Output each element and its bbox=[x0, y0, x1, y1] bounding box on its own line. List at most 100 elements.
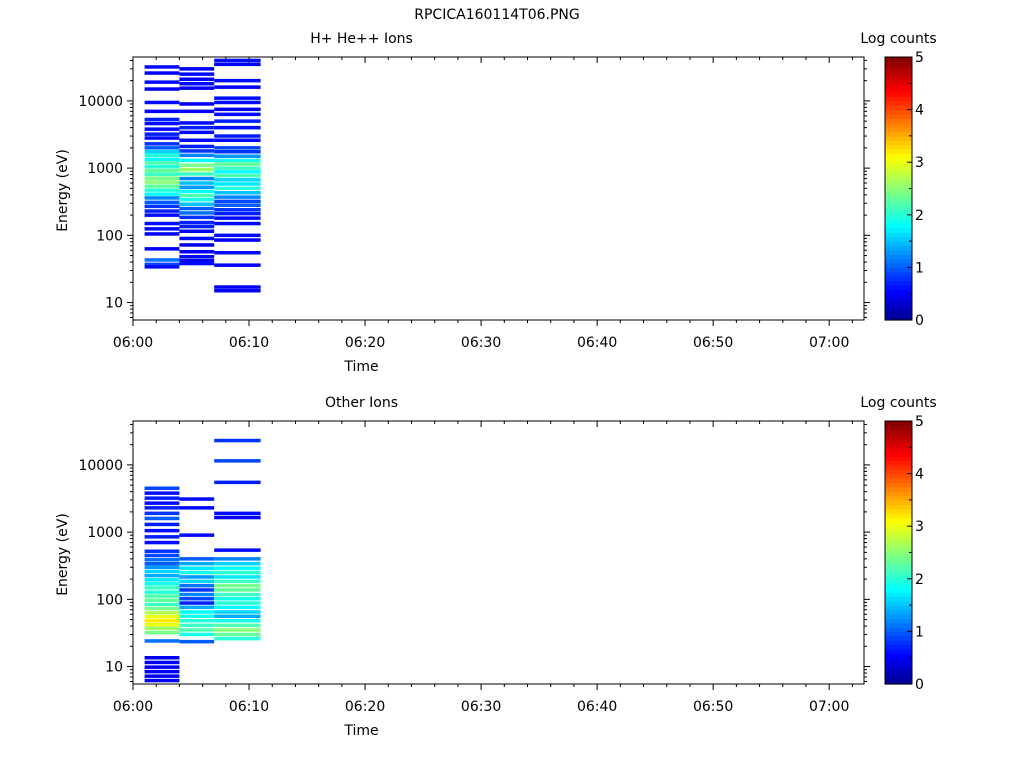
heatmap-cell bbox=[214, 199, 261, 204]
heatmap-cell bbox=[144, 227, 180, 231]
heatmap-cell bbox=[144, 630, 180, 635]
panel-h-he-ions: 06:00 06:10 06:20 06:30 06:40 06:50 07:0010100… bbox=[55, 31, 937, 375]
heatmap-cell bbox=[214, 85, 261, 89]
heatmap-cell bbox=[179, 592, 215, 597]
colorbar-segment bbox=[885, 276, 912, 282]
heatmap-cell bbox=[144, 553, 180, 558]
colorbar-segment bbox=[885, 100, 912, 106]
heatmap-cell bbox=[144, 117, 180, 122]
colorbar-segment bbox=[885, 469, 912, 475]
heatmap-cell bbox=[214, 182, 261, 186]
colorbar-tick-label: 5 bbox=[915, 50, 924, 66]
heatmap-cell bbox=[179, 167, 215, 172]
x-axis-label: Time bbox=[343, 359, 378, 375]
heatmap-cell bbox=[144, 168, 180, 173]
heatmap-cell bbox=[179, 236, 215, 241]
heatmap-cell bbox=[144, 678, 180, 683]
heatmap-cell bbox=[214, 221, 261, 226]
colorbar-segment bbox=[885, 153, 912, 159]
heatmap-cell bbox=[144, 121, 180, 126]
colorbar-segment bbox=[885, 96, 912, 102]
colorbar-segment bbox=[885, 491, 912, 497]
heatmap-cell bbox=[179, 497, 215, 501]
heatmap-cell bbox=[179, 566, 215, 570]
heatmap-cell bbox=[179, 125, 215, 130]
panel-other-ions: 06:00 06:10 06:20 06:30 06:40 06:50 07:0010100… bbox=[55, 395, 937, 739]
colorbar-segment bbox=[885, 421, 912, 426]
y-tick-label: 1000 bbox=[87, 525, 123, 541]
figure-title: RPCICA160114T06.PNG bbox=[414, 7, 579, 23]
heatmap-cell bbox=[179, 614, 215, 618]
colorbar-segment bbox=[885, 258, 912, 264]
heatmap-cell bbox=[179, 506, 215, 510]
colorbar-segment bbox=[885, 210, 912, 216]
heatmap-cell bbox=[144, 594, 180, 598]
heatmap-cell bbox=[179, 102, 215, 106]
heatmap-cell bbox=[214, 557, 261, 561]
colorbar-segment bbox=[885, 530, 912, 536]
colorbar-segment bbox=[885, 578, 912, 584]
heatmap-cell bbox=[214, 597, 261, 601]
heatmap-cell bbox=[179, 570, 215, 575]
colorbar-segment bbox=[885, 65, 912, 71]
heatmap-cell bbox=[214, 636, 261, 641]
colorbar-segment bbox=[885, 570, 912, 576]
colorbar-tick-label: 3 bbox=[915, 155, 924, 171]
colorbar-segment bbox=[885, 118, 912, 124]
y-tick-label: 10000 bbox=[78, 94, 123, 110]
heatmap-cell bbox=[179, 189, 215, 194]
heatmap-cell bbox=[144, 172, 180, 176]
colorbar-segment bbox=[885, 662, 912, 668]
heatmap-cell bbox=[144, 619, 180, 623]
colorbar-segment bbox=[885, 157, 912, 163]
colorbar-label: Log counts bbox=[860, 395, 936, 411]
heatmap-cell bbox=[144, 65, 180, 69]
colorbar-segment bbox=[885, 513, 912, 519]
heatmap-cell bbox=[214, 191, 261, 195]
heatmap-cell bbox=[144, 262, 180, 267]
heatmap-cell bbox=[214, 178, 261, 182]
colorbar-tick-label: 0 bbox=[915, 677, 924, 693]
heatmap-cell bbox=[179, 72, 215, 76]
y-tick-label: 100 bbox=[96, 228, 123, 244]
heatmap-cell bbox=[144, 209, 180, 213]
heatmap-cell bbox=[214, 134, 261, 138]
colorbar-segment bbox=[885, 473, 912, 479]
heatmap-cell bbox=[179, 575, 215, 579]
colorbar-segment bbox=[885, 640, 912, 646]
heatmap-cell bbox=[144, 153, 180, 158]
heatmap-cell bbox=[214, 203, 261, 207]
colorbar-segment bbox=[885, 74, 912, 80]
heatmap-cell bbox=[214, 588, 261, 592]
heatmap-cell bbox=[179, 121, 215, 125]
colorbar-segment bbox=[885, 429, 912, 435]
heatmap-cell bbox=[179, 220, 215, 225]
heatmap-cell bbox=[144, 164, 180, 169]
heatmap-cell bbox=[144, 639, 180, 643]
heatmap-cell bbox=[179, 215, 215, 220]
heatmap-cell bbox=[179, 77, 215, 81]
colorbar-segment bbox=[885, 214, 912, 220]
heatmap-cell bbox=[144, 87, 180, 91]
heatmap-cell bbox=[144, 491, 180, 495]
colorbar-segment bbox=[885, 648, 912, 654]
heatmap-cell bbox=[214, 170, 261, 174]
heatmap-cell bbox=[144, 561, 180, 566]
colorbar-segment bbox=[885, 504, 912, 510]
heatmap-cell bbox=[179, 619, 215, 623]
y-tick-label: 10 bbox=[105, 296, 123, 312]
x-tick-label: 06:10 bbox=[229, 335, 269, 351]
colorbar-segment bbox=[885, 451, 912, 457]
heatmap-cell bbox=[144, 204, 180, 209]
heatmap-cell bbox=[144, 196, 180, 200]
colorbar-segment bbox=[885, 245, 912, 251]
colorbar-segment bbox=[885, 122, 912, 128]
colorbar-segment bbox=[885, 596, 912, 602]
heatmap-cell bbox=[144, 586, 180, 590]
colorbar: 0 1 2 3 4 5 Log counts bbox=[860, 395, 936, 693]
colorbar-segment bbox=[885, 70, 912, 76]
heatmap-cell bbox=[179, 639, 215, 644]
colorbar-segment bbox=[885, 635, 912, 641]
colorbar-segment bbox=[885, 666, 912, 672]
heatmap-cell bbox=[144, 157, 180, 162]
